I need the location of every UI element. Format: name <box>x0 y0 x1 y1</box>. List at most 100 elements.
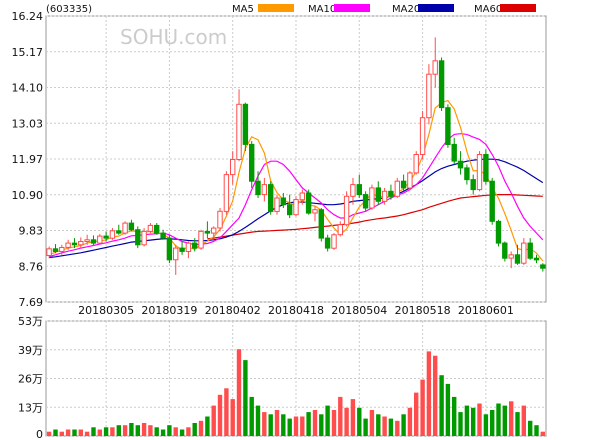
date-tick-label: 20180319 <box>141 304 197 317</box>
volume-bar <box>53 429 58 436</box>
candle-body <box>324 237 331 249</box>
candle <box>394 177 401 198</box>
candle-body <box>388 190 394 197</box>
candle <box>362 191 369 212</box>
volume-bar <box>217 394 223 436</box>
candle <box>84 234 90 245</box>
volume-tick-label: 39万 <box>18 344 43 357</box>
candle-body <box>223 174 230 212</box>
candle <box>527 238 533 260</box>
candle-body <box>483 154 489 182</box>
candle <box>154 223 160 235</box>
candle <box>331 233 337 250</box>
volume-bar <box>395 420 400 436</box>
candle-body <box>78 241 84 246</box>
candle-body <box>521 242 527 264</box>
candle <box>59 244 65 255</box>
volume-bar <box>528 420 533 436</box>
legend-swatch <box>418 4 454 12</box>
candle <box>305 189 312 215</box>
volume-tick-label: 0 <box>36 428 43 440</box>
volume-bar <box>312 410 318 436</box>
candle-body <box>362 194 369 209</box>
candle <box>211 226 217 239</box>
candle-body <box>470 179 476 191</box>
candle-body <box>312 209 318 214</box>
price-tick-label: 11.97 <box>12 153 44 166</box>
volume-bar <box>179 429 185 436</box>
candle <box>261 177 268 202</box>
volume-bar <box>287 418 292 436</box>
legend-swatch <box>500 4 536 12</box>
volume-bar <box>72 429 77 436</box>
legend-swatch <box>334 4 370 12</box>
candle-body <box>426 73 432 119</box>
candle-body <box>268 184 274 212</box>
candle-body <box>413 154 419 174</box>
candle <box>65 239 71 250</box>
watermark: SOHU.com <box>120 25 227 49</box>
volume-bar <box>496 403 501 436</box>
candle <box>381 187 388 205</box>
candle-body <box>192 242 198 249</box>
volume-bar <box>401 414 406 436</box>
candle <box>109 228 116 240</box>
date-tick-label: 20180418 <box>268 304 324 317</box>
candle <box>508 251 514 269</box>
candle <box>356 174 363 198</box>
volume-bar <box>331 410 337 436</box>
volume-bar <box>46 431 52 436</box>
candle <box>533 254 540 264</box>
candle-body <box>331 234 337 249</box>
volume-bar <box>236 349 242 436</box>
legend-label: MA10 <box>308 4 336 15</box>
candle-body <box>280 197 287 206</box>
candle-body <box>179 247 185 252</box>
candle-body <box>255 180 261 196</box>
price-tick-label: 16.24 <box>12 10 44 23</box>
candle-body <box>445 107 451 145</box>
candle <box>274 194 280 215</box>
candle-body <box>204 230 211 234</box>
candle-body <box>154 224 160 234</box>
volume-bar <box>388 418 394 436</box>
candle-body <box>451 143 457 162</box>
candle <box>419 110 426 160</box>
legend-label: MA60 <box>474 4 502 15</box>
volume-bar <box>477 403 482 436</box>
candle <box>514 244 521 265</box>
candle <box>249 141 255 188</box>
candle <box>173 244 179 275</box>
volume-bar <box>167 425 172 436</box>
candle-body <box>299 192 306 201</box>
candle <box>312 206 318 222</box>
candle <box>160 229 166 240</box>
volume-bar <box>262 412 267 436</box>
volume-bar <box>300 416 305 436</box>
volume-bar <box>154 427 159 436</box>
candle-body <box>369 187 375 209</box>
volume-axis-ticks: 53万 39万 26万 13万 0 <box>18 315 43 440</box>
candle <box>135 226 141 249</box>
candle <box>457 151 464 175</box>
candle <box>185 241 192 259</box>
candle <box>230 151 236 185</box>
date-tick-label: 20180601 <box>458 304 514 317</box>
candle <box>432 37 438 88</box>
volume-bar <box>515 412 520 436</box>
candle-body <box>141 230 147 246</box>
volume-bar <box>407 407 413 436</box>
candle <box>223 171 230 215</box>
candle-body <box>84 239 90 243</box>
volume-bar <box>325 405 330 436</box>
volume-bar <box>445 383 451 436</box>
volume-bar <box>243 360 248 436</box>
candle-body <box>274 197 280 212</box>
candle-body <box>350 184 356 197</box>
candle <box>476 151 483 192</box>
volume-bar <box>369 410 375 436</box>
candle-body <box>109 230 116 239</box>
candle-body <box>400 180 407 189</box>
volume-bar <box>84 431 90 436</box>
candle <box>407 171 413 190</box>
